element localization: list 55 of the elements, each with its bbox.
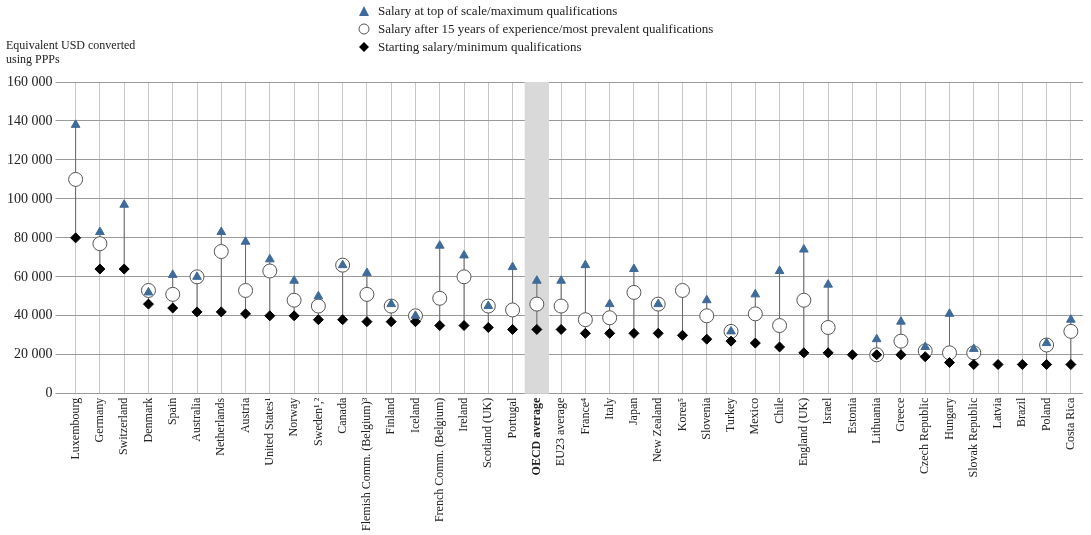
x-tick-label: Mexico bbox=[747, 397, 762, 435]
y-tick-label: 100 000 bbox=[7, 190, 53, 206]
x-tick-label: Israel bbox=[820, 397, 835, 425]
x-tick-label: Netherlands bbox=[213, 397, 228, 456]
x-tick-label: Estonia bbox=[844, 397, 859, 434]
x-tick-label: Portugal bbox=[504, 397, 519, 439]
x-tick-label: Chile bbox=[771, 397, 786, 424]
x-tick-label: Slovenia bbox=[698, 397, 713, 440]
x-tick-label: United States¹ bbox=[261, 397, 276, 466]
x-tick-label: Austria bbox=[237, 397, 252, 434]
y-tick-label: 20 000 bbox=[14, 346, 53, 362]
legend-label: Starting salary/minimum qualifications bbox=[378, 39, 582, 55]
x-tick-label: Lithuania bbox=[868, 397, 883, 444]
y-tick-label: 120 000 bbox=[7, 151, 53, 167]
y-axis-title: Equivalent USD converted using PPPs bbox=[6, 38, 136, 66]
x-tick-label: OECD average bbox=[528, 397, 543, 476]
x-tick-label: England (UK) bbox=[796, 397, 811, 467]
x-tick-label: French Comm. (Belgium) bbox=[431, 397, 446, 523]
x-tick-label: Hungary bbox=[941, 397, 956, 440]
x-tick-label: Denmark bbox=[140, 397, 155, 443]
x-tick-label: Latvia bbox=[990, 397, 1005, 429]
x-tick-label: Iceland bbox=[407, 397, 422, 434]
y-tick-label: 0 bbox=[45, 385, 53, 401]
legend-label: Salary at top of scale/maximum qualifications bbox=[378, 3, 618, 19]
x-tick-label: Luxembourg bbox=[67, 397, 82, 460]
x-tick-label: Costa Rica bbox=[1063, 397, 1078, 451]
x-tick-label: EU23 average bbox=[553, 397, 568, 467]
x-tick-label: Flemish Comm. (Belgium)³ bbox=[359, 397, 374, 531]
x-tick-label: Switzerland bbox=[116, 397, 131, 456]
y-tick-label: 140 000 bbox=[7, 112, 53, 128]
x-tick-label: Brazil bbox=[1014, 397, 1029, 428]
y-tick-label: 60 000 bbox=[14, 268, 53, 284]
x-tick-label: Finland bbox=[383, 397, 398, 435]
x-tick-label: Slovak Republic bbox=[965, 397, 980, 478]
x-tick-label: Czech Republic bbox=[917, 397, 932, 475]
legend-label: Salary after 15 years of experience/most prevalent qualifications bbox=[378, 21, 714, 37]
x-tick-label: Scotland (UK) bbox=[480, 397, 495, 469]
x-tick-label: France⁴ bbox=[577, 397, 592, 435]
x-tick-label: Spain bbox=[164, 397, 179, 426]
x-tick-label: Australia bbox=[189, 397, 204, 442]
y-tick-label: 80 000 bbox=[14, 229, 53, 245]
x-tick-label: Turkey bbox=[723, 397, 738, 432]
x-tick-label: Norway bbox=[286, 397, 301, 437]
x-tick-label: Ireland bbox=[456, 397, 471, 432]
x-tick-label: Japan bbox=[626, 397, 641, 426]
y-tick-label: 40 000 bbox=[14, 307, 53, 323]
x-tick-label: Italy bbox=[601, 397, 616, 420]
x-tick-label: Canada bbox=[334, 397, 349, 434]
x-tick-label: Poland bbox=[1038, 397, 1053, 432]
x-tick-label: Korea⁵ bbox=[674, 397, 689, 432]
x-tick-label: Greece bbox=[893, 397, 908, 432]
x-tick-label: Sweden¹,² bbox=[310, 397, 325, 446]
x-tick-label: New Zealand bbox=[650, 397, 665, 463]
x-tick-label: Germany bbox=[92, 397, 107, 443]
y-tick-label: 160 000 bbox=[7, 73, 53, 89]
